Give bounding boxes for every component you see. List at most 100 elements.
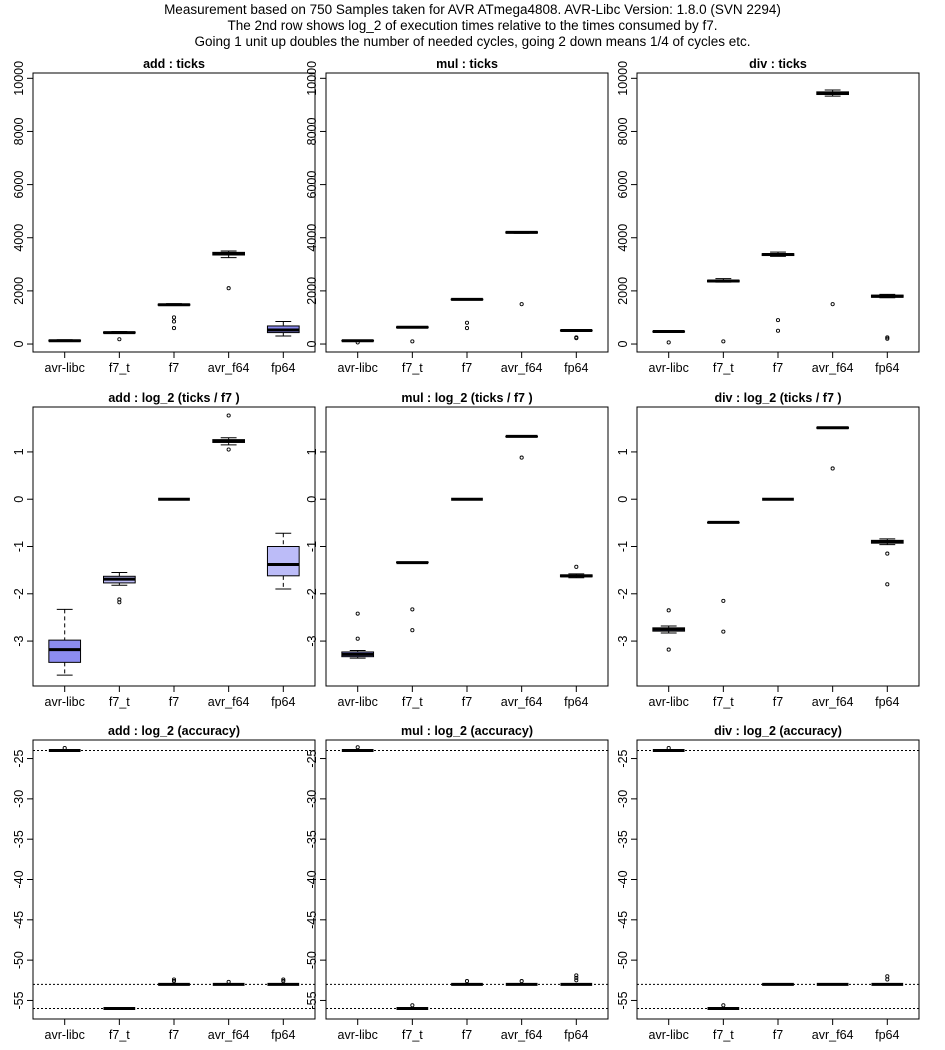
y-tick-label: -35 <box>616 830 630 848</box>
box-avr_f64 <box>505 434 539 460</box>
box-iqr <box>48 639 82 663</box>
y-tick-label: -40 <box>616 870 630 888</box>
chart-mul-accuracy: mul : log_2 (accuracy) -55 -50 -45 -40 -35 -30… <box>305 724 609 1042</box>
y-tick-label: -50 <box>305 951 319 969</box>
plot-frame <box>325 406 609 687</box>
x-tick-label: f7_t <box>713 1028 734 1042</box>
chart-title: div : log_2 (accuracy) <box>714 724 842 738</box>
header-line-1: Measurement based on 750 Samples taken f… <box>164 2 781 17</box>
chart-title: mul : ticks <box>436 57 498 71</box>
chart-title: div : ticks <box>749 57 807 71</box>
x-tick-label: avr-libc <box>649 361 689 375</box>
box-fp64 <box>870 293 904 341</box>
outlier-point <box>355 745 360 750</box>
box-avr-libc <box>48 608 82 676</box>
box-avr-libc <box>48 746 81 752</box>
x-tick-label: f7 <box>773 361 783 375</box>
plot-frame <box>325 72 609 353</box>
outlier-point <box>281 977 286 982</box>
box-f7 <box>157 303 191 331</box>
y-tick-label: -1 <box>12 541 26 552</box>
chart-title: div : log_2 (ticks / f7 ) <box>714 391 841 405</box>
box-avr-libc <box>341 339 375 345</box>
outlier-point <box>830 466 835 471</box>
box-avr_f64 <box>505 230 539 307</box>
y-tick-label: 0 <box>616 496 630 503</box>
y-tick-label: -1 <box>616 541 630 552</box>
plot-frame <box>32 739 316 1020</box>
outlier-point <box>721 629 726 634</box>
outlier-point <box>410 607 415 612</box>
x-tick-label: avr_f64 <box>501 1028 543 1042</box>
plot-frame <box>636 739 920 1020</box>
x-tick-label: f7_t <box>713 361 734 375</box>
box-fp64 <box>266 320 300 337</box>
chart-title: add : log_2 (ticks / f7 ) <box>108 391 239 405</box>
y-tick-label: -3 <box>616 635 630 646</box>
outlier-point <box>666 647 671 652</box>
x-tick-label: fp64 <box>564 1028 588 1042</box>
header-line-3: Going 1 unit up doubles the number of ne… <box>194 34 751 49</box>
y-tick-label: 0 <box>12 341 26 348</box>
box-f7_t <box>103 331 136 342</box>
y-tick-label: -3 <box>305 635 319 646</box>
box-f7 <box>761 251 795 333</box>
y-tick-label: -45 <box>305 911 319 929</box>
x-tick-label: f7 <box>169 1028 179 1042</box>
outlier-point <box>464 326 470 331</box>
box-f7 <box>450 297 484 331</box>
outlier-point <box>721 598 726 603</box>
outlier-point <box>885 582 890 587</box>
box-f7_t <box>707 278 740 344</box>
box-f7_t <box>707 1003 740 1011</box>
outlier-point <box>775 328 781 333</box>
outlier-point <box>721 339 726 344</box>
x-tick-label: f7 <box>462 1028 472 1042</box>
outlier-point <box>355 611 360 616</box>
outlier-point <box>666 608 671 613</box>
box-avr_f64 <box>816 89 849 307</box>
outlier-point <box>830 302 835 307</box>
plot-frame <box>32 72 316 353</box>
box-fp64 <box>266 532 300 590</box>
outlier-point <box>355 340 360 345</box>
outlier-point <box>574 973 579 978</box>
y-tick-label: 10000 <box>616 61 630 96</box>
outlier-point <box>721 1003 726 1008</box>
box-f7_t <box>103 572 136 605</box>
x-tick-label: f7 <box>773 695 783 709</box>
outlier-point <box>519 979 524 984</box>
x-tick-label: f7_t <box>109 361 130 375</box>
y-tick-label: 1 <box>616 448 630 455</box>
chart-add-log2: add : log_2 (ticks / f7 ) -3 -2 -1 0 1 avr-lib… <box>12 391 316 709</box>
outlier-point <box>775 318 781 323</box>
y-tick-label: -2 <box>305 588 319 599</box>
x-tick-label: avr-libc <box>45 1028 85 1042</box>
y-tick-label: 8000 <box>616 118 630 146</box>
box-f7_t <box>396 561 429 633</box>
y-tick-label: -50 <box>616 951 630 969</box>
box-avr-libc <box>652 746 685 752</box>
y-tick-label: 10000 <box>305 61 319 96</box>
x-tick-label: fp64 <box>875 1028 899 1042</box>
y-tick-label: 8000 <box>12 118 26 146</box>
chart-div-log2: div : log_2 (ticks / f7 ) -3 -2 -1 0 1 avr-lib… <box>616 391 920 709</box>
x-tick-label: f7_t <box>109 1028 130 1042</box>
y-tick-label: 6000 <box>12 171 26 199</box>
box-f7_t <box>396 325 429 344</box>
box-avr-libc <box>652 608 686 652</box>
outlier-point <box>171 315 177 320</box>
box-avr-libc <box>652 330 686 345</box>
plot-frame <box>636 406 920 687</box>
y-tick-label: 0 <box>305 496 319 503</box>
chart-div-ticks: div : ticks 0 2000 4000 6000 8000 10000 avr-lib… <box>616 57 920 375</box>
y-tick-label: -40 <box>305 870 319 888</box>
box-fp64 <box>267 977 300 986</box>
y-tick-label: -45 <box>616 911 630 929</box>
y-tick-label: 6000 <box>305 171 319 199</box>
y-tick-label: -1 <box>305 541 319 552</box>
plot-frame <box>325 739 609 1020</box>
chart-title: mul : log_2 (accuracy) <box>401 724 533 738</box>
outlier-point <box>464 320 470 325</box>
